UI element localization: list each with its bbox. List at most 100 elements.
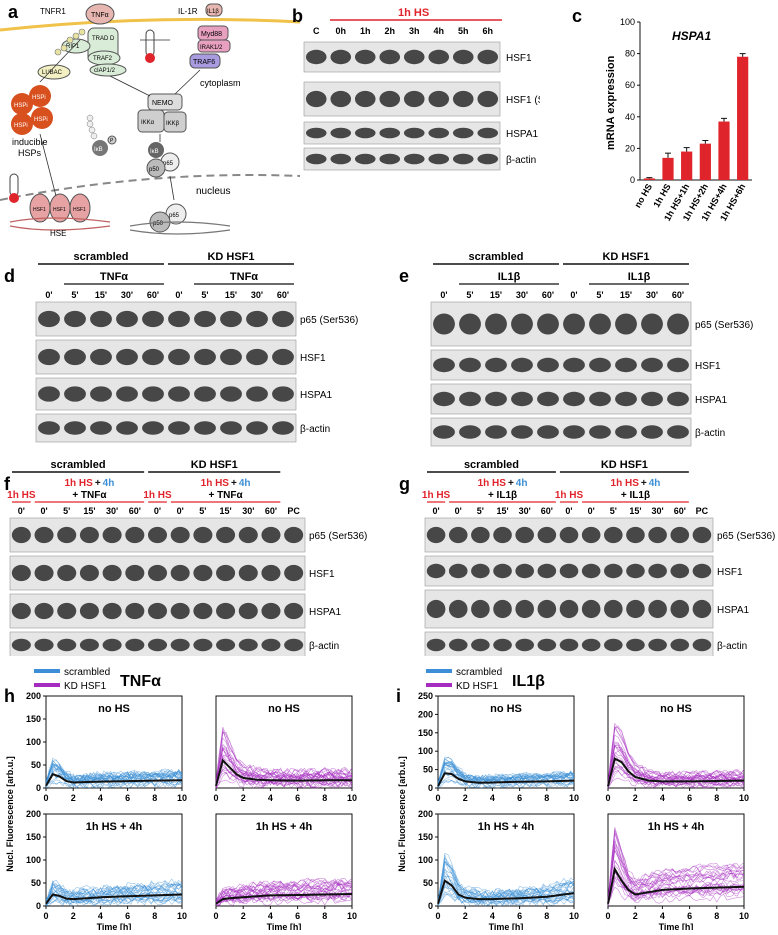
lane-label: 15' bbox=[225, 290, 237, 300]
band bbox=[581, 638, 601, 652]
single-cell-trace bbox=[215, 881, 353, 903]
band bbox=[667, 313, 689, 335]
lane-label: 60' bbox=[265, 506, 277, 516]
hs-label: 1h HS bbox=[7, 490, 36, 501]
band bbox=[246, 386, 268, 402]
phospho-ikb bbox=[107, 135, 117, 145]
band bbox=[452, 153, 474, 165]
row-label: p65 (Ser536) bbox=[717, 531, 775, 542]
band bbox=[170, 526, 190, 544]
band bbox=[102, 564, 122, 582]
band bbox=[515, 599, 534, 619]
lane-label: 0' bbox=[440, 290, 447, 300]
bar bbox=[737, 56, 749, 181]
lane-label: 15' bbox=[496, 506, 508, 516]
panel-f-western-blot: f scrambled KD HSF1 1h HS 1h HS +4h + TNFα 1h H… bbox=[0, 456, 385, 659]
lane-label: 5h bbox=[458, 26, 469, 36]
hsps-label: HSPs bbox=[18, 148, 42, 158]
hs-recovery-label: 1h HS +4h bbox=[201, 478, 251, 489]
y-tick-label: 50 bbox=[423, 765, 433, 775]
band bbox=[79, 564, 99, 582]
blot-row bbox=[424, 555, 714, 587]
x-tick-label: 2 bbox=[633, 911, 638, 921]
band bbox=[615, 313, 637, 335]
lane-label: 1h bbox=[360, 26, 371, 36]
band bbox=[626, 599, 645, 619]
traf6-node bbox=[189, 53, 221, 69]
x-tick-label: 10 bbox=[177, 911, 187, 921]
band bbox=[38, 386, 60, 402]
group-label: scrambled bbox=[468, 251, 523, 263]
band bbox=[305, 127, 327, 139]
treatment-label: + IL1β bbox=[488, 490, 517, 501]
panel-title: IL1β bbox=[512, 673, 545, 690]
band bbox=[168, 348, 190, 366]
band bbox=[272, 348, 294, 366]
band bbox=[305, 49, 327, 65]
lane-label: 2h bbox=[384, 26, 395, 36]
y-tick-label: 100 bbox=[418, 855, 433, 865]
bar bbox=[662, 157, 674, 180]
x-tick-label: 6 bbox=[517, 793, 522, 803]
subplot-title: 1h HS + 4h bbox=[86, 821, 143, 833]
band bbox=[563, 357, 585, 373]
band bbox=[168, 421, 190, 435]
blot-row bbox=[303, 41, 501, 73]
band bbox=[615, 425, 637, 439]
blot-row bbox=[430, 301, 692, 347]
ikb-ubiquitin-chain bbox=[86, 114, 98, 140]
y-tick-label: 50 bbox=[31, 878, 41, 888]
mean-trace-line bbox=[607, 866, 745, 904]
cell-membrane bbox=[0, 17, 301, 32]
hs-recovery-label: 1h HS +4h bbox=[478, 478, 528, 489]
band bbox=[589, 357, 611, 373]
x-tick-label: 4 bbox=[660, 793, 665, 803]
lane-label: 0' bbox=[45, 290, 52, 300]
y-tick-label: 0 bbox=[428, 901, 433, 911]
row-labels: HSF1 HSF1 (Ser326) HSPA1 β-actin bbox=[506, 53, 573, 166]
y-tick-label: 150 bbox=[26, 714, 41, 724]
band bbox=[511, 313, 533, 335]
band bbox=[379, 90, 401, 108]
inducible-hsps-cluster bbox=[11, 85, 53, 135]
y-tick-label: 100 bbox=[26, 855, 41, 865]
irak-label: IRAK1/2 bbox=[200, 45, 223, 51]
ubiquitin-chain bbox=[54, 28, 86, 56]
y-tick-label: 50 bbox=[423, 878, 433, 888]
lane-label: PC bbox=[696, 506, 709, 516]
band bbox=[537, 638, 557, 652]
band bbox=[670, 526, 690, 544]
row-label: β-actin bbox=[300, 424, 330, 435]
panel-a-pathway-diagram: a TNFR1 TNFα TRAD D RIP1 TRAF2 cIAP1/2 L… bbox=[0, 0, 301, 240]
mean-trace-line bbox=[215, 758, 352, 786]
single-cell-trace bbox=[45, 885, 183, 901]
ikb-bound-label: IκB bbox=[150, 149, 159, 155]
panel-letter-b: b bbox=[292, 6, 303, 26]
traf6-label: TRAF6 bbox=[193, 59, 215, 66]
band bbox=[246, 421, 268, 435]
hs-label: 1h HS bbox=[143, 490, 172, 501]
plus-part: + bbox=[508, 478, 514, 489]
band bbox=[379, 153, 401, 165]
band bbox=[426, 638, 446, 652]
lane-label: 3h bbox=[409, 26, 420, 36]
band bbox=[330, 49, 352, 65]
treatment-label: + IL1β bbox=[621, 490, 650, 501]
mean-trace-line bbox=[437, 879, 575, 904]
band bbox=[193, 526, 213, 544]
band bbox=[459, 425, 481, 439]
row-label: β-actin bbox=[309, 641, 339, 652]
band bbox=[305, 153, 327, 165]
lane-label: 60' bbox=[674, 506, 686, 516]
lane-label: 0' bbox=[18, 506, 25, 516]
x-tick-label: 10 bbox=[347, 793, 357, 803]
phospho-ikb-label: P bbox=[110, 138, 114, 144]
ligand-tnf-label: TNFα bbox=[91, 12, 109, 19]
single-cell-trace bbox=[607, 830, 745, 902]
band bbox=[57, 564, 77, 582]
y-tick-label: 0 bbox=[428, 783, 433, 793]
x-tick-label: 10 bbox=[739, 793, 749, 803]
lane-label: 60' bbox=[542, 290, 554, 300]
